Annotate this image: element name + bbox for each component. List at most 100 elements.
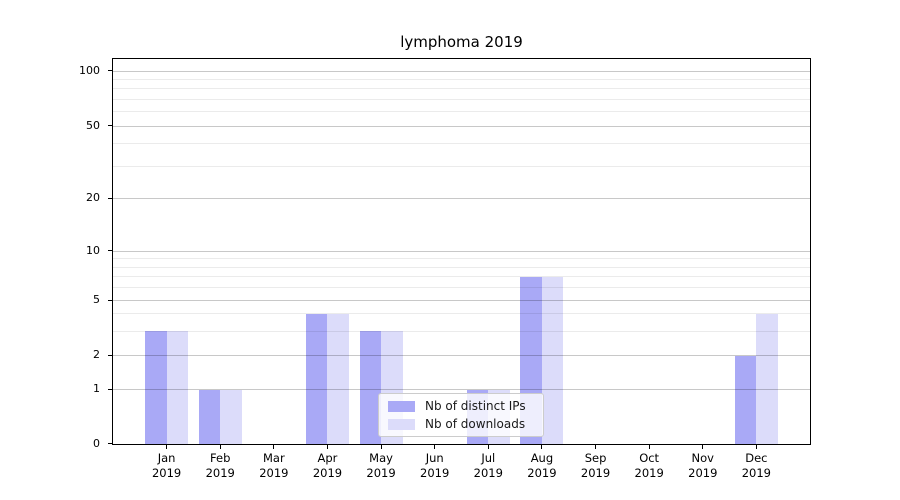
gridline-minor-7	[113, 276, 810, 278]
gridline-minor-8	[113, 266, 810, 268]
bar-downloads-feb	[220, 389, 242, 444]
y-tick-label-2: 2	[93, 348, 100, 361]
x-tick-label-jan: Jan 2019	[132, 451, 202, 481]
x-tick-label-nov: Nov 2019	[668, 451, 738, 481]
x-tick-year: 2019	[205, 466, 235, 480]
x-tick-label-oct: Oct 2019	[614, 451, 684, 481]
x-tick-label-jun: Jun 2019	[400, 451, 470, 481]
y-tick-label-50: 50	[86, 118, 100, 132]
legend-item-downloads: Nb of downloads	[388, 417, 534, 431]
x-tick-year: 2019	[634, 466, 664, 480]
y-tick-label-1: 1	[93, 382, 100, 395]
y-tick-label-10: 10	[86, 243, 100, 257]
x-tick-year: 2019	[259, 466, 289, 480]
legend: Nb of distinct IPs Nb of downloads	[378, 393, 544, 437]
x-tick-mar	[273, 444, 275, 449]
x-tick-month: Dec	[745, 451, 768, 465]
gridline-major-2	[113, 355, 810, 356]
x-tick-jun	[434, 444, 436, 449]
x-tick-month: Jun	[425, 451, 444, 465]
x-tick-month: Feb	[210, 451, 231, 465]
x-tick-may	[380, 444, 382, 449]
x-tick-year: 2019	[366, 466, 396, 480]
y-tick-20	[107, 197, 113, 199]
gridline-major-100	[113, 70, 810, 72]
y-tick-50	[107, 125, 113, 127]
x-tick-label-sep: Sep 2019	[561, 451, 631, 481]
x-tick-year: 2019	[473, 466, 503, 480]
x-tick-year: 2019	[312, 466, 343, 480]
x-tick-year: 2019	[580, 466, 611, 480]
chart-title: lymphoma 2019	[400, 33, 523, 51]
bar-distinct-ips-may	[359, 331, 382, 444]
y-tick-label-0: 0	[93, 436, 100, 450]
x-tick-nov	[702, 444, 704, 449]
gridline-minor-70	[113, 99, 810, 100]
x-tick-year: 2019	[151, 466, 182, 480]
x-tick-month: Jan	[157, 451, 176, 465]
x-tick-month: Mar	[262, 451, 285, 465]
bar-downloads-jan	[166, 331, 189, 444]
x-tick-month: Jul	[481, 451, 496, 465]
bar-distinct-ips-dec	[734, 355, 757, 444]
x-tick-year: 2019	[420, 466, 450, 480]
gridline-major-20	[113, 198, 810, 200]
x-tick-feb	[219, 444, 221, 449]
bar-distinct-ips-jan	[145, 331, 167, 444]
x-tick-month: Aug	[530, 451, 554, 465]
x-tick-aug	[541, 444, 543, 449]
x-tick-label-aug: Aug 2019	[507, 451, 577, 481]
bar-downloads-apr	[327, 313, 349, 444]
x-tick-year: 2019	[741, 466, 772, 480]
y-tick-1	[107, 388, 113, 390]
y-tick-label-20: 20	[86, 191, 100, 205]
legend-swatch-distinct-ips-icon	[388, 400, 415, 412]
x-tick-label-dec: Dec 2019	[721, 451, 791, 481]
legend-swatch-downloads-icon	[388, 418, 415, 430]
y-tick-100	[107, 70, 113, 72]
x-tick-sep	[595, 444, 597, 449]
x-tick-apr	[326, 444, 328, 449]
y-tick-5	[107, 299, 113, 301]
legend-item-distinct-ips: Nb of distinct IPs	[388, 399, 534, 413]
x-tick-month: Sep	[584, 451, 607, 465]
y-tick-label-5: 5	[93, 293, 100, 306]
x-tick-year: 2019	[527, 466, 557, 480]
x-tick-label-may: May 2019	[346, 451, 416, 481]
y-tick-label-100: 100	[79, 63, 100, 77]
x-tick-label-mar: Mar 2019	[239, 451, 309, 481]
y-tick-10	[107, 250, 113, 252]
gridline-minor-9	[113, 258, 810, 260]
legend-label-downloads: Nb of downloads	[425, 417, 526, 431]
gridline-minor-6	[113, 287, 810, 289]
x-tick-jul	[487, 444, 489, 449]
x-tick-label-apr: Apr 2019	[292, 451, 362, 481]
x-tick-oct	[648, 444, 650, 449]
gridline-minor-30	[113, 166, 810, 168]
bar-distinct-ips-apr	[305, 313, 328, 444]
x-tick-month: Oct	[639, 451, 660, 465]
gridline-minor-90	[113, 79, 810, 81]
x-tick-label-jul: Jul 2019	[453, 451, 523, 481]
x-tick-month: Apr	[317, 451, 338, 465]
x-tick-jan	[166, 444, 168, 449]
plot-area: Nb of distinct IPs Nb of downloads	[112, 58, 811, 445]
bar-downloads-aug	[541, 276, 564, 444]
x-tick-label-feb: Feb 2019	[185, 451, 255, 481]
x-tick-dec	[755, 444, 757, 449]
bar-distinct-ips-feb	[198, 389, 221, 444]
y-tick-0	[107, 443, 113, 444]
gridline-major-5	[113, 300, 810, 301]
x-tick-month: Nov	[691, 451, 714, 465]
y-tick-2	[107, 354, 113, 356]
gridline-minor-40	[113, 143, 810, 145]
gridline-major-50	[113, 125, 810, 127]
x-tick-year: 2019	[688, 466, 718, 480]
x-tick-month: May	[369, 451, 393, 465]
gridline-minor-4	[113, 313, 810, 315]
gridline-minor-3	[113, 330, 810, 332]
gridline-major-10	[113, 250, 810, 252]
gridline-minor-80	[113, 88, 810, 90]
bar-downloads-dec	[756, 313, 778, 444]
legend-label-distinct-ips: Nb of distinct IPs	[425, 399, 526, 413]
